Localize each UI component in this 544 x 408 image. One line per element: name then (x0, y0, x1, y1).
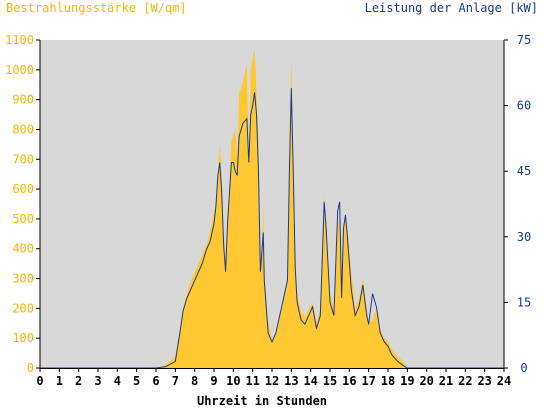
x-tick-label: 15 (323, 374, 337, 388)
left-tick-label: 400 (12, 242, 34, 256)
x-tick-label: 16 (342, 374, 356, 388)
x-tick-label: 19 (400, 374, 414, 388)
x-tick-label: 6 (152, 374, 159, 388)
x-tick-label: 20 (419, 374, 433, 388)
right-tick-label: 15 (517, 295, 531, 309)
x-tick-label: 24 (497, 374, 511, 388)
right-axis-ticks: 0 15 30 45 60 75 (504, 33, 531, 375)
right-tick-label: 45 (517, 164, 531, 178)
x-tick-label: 5 (133, 374, 140, 388)
x-tick-label: 10 (226, 374, 240, 388)
plot-area (40, 40, 504, 368)
x-tick-label: 22 (458, 374, 472, 388)
left-tick-label: 1100 (5, 33, 34, 47)
x-tick-label: 18 (381, 374, 395, 388)
x-axis-ticks: 0 1 2 3 4 5 6 7 8 9 10 11 12 13 14 15 16 17 18 19 20 21 22 23 24 (36, 368, 511, 388)
left-tick-label: 800 (12, 122, 34, 136)
left-axis-label: Bestrahlungsstärke [W/qm] (6, 1, 187, 15)
x-tick-label: 8 (191, 374, 198, 388)
left-tick-label: 500 (12, 212, 34, 226)
x-tick-label: 23 (477, 374, 491, 388)
left-tick-label: 200 (12, 301, 34, 315)
x-tick-label: 9 (210, 374, 217, 388)
x-tick-label: 12 (265, 374, 279, 388)
left-tick-label: 0 (27, 361, 34, 375)
x-axis-label: Uhrzeit in Stunden (197, 394, 327, 408)
right-tick-label: 60 (517, 99, 531, 113)
x-tick-label: 21 (439, 374, 453, 388)
right-tick-label: 30 (517, 230, 531, 244)
right-axis-label: Leistung der Anlage [kW] (365, 1, 538, 15)
x-tick-label: 4 (114, 374, 121, 388)
power-line (40, 88, 504, 369)
x-tick-label: 14 (303, 374, 317, 388)
x-tick-label: 17 (361, 374, 375, 388)
left-tick-label: 1000 (5, 63, 34, 77)
right-tick-label: 75 (517, 33, 531, 47)
x-tick-label: 1 (56, 374, 63, 388)
left-tick-label: 100 (12, 331, 34, 345)
left-tick-label: 600 (12, 182, 34, 196)
right-tick-label: 0 (520, 361, 527, 375)
left-tick-label: 900 (12, 93, 34, 107)
left-axis-ticks: 0 100 200 300 400 500 600 700 800 900 1000 1100 (5, 33, 40, 375)
x-tick-label: 7 (172, 374, 179, 388)
left-tick-label: 700 (12, 152, 34, 166)
left-tick-label: 300 (12, 272, 34, 286)
x-tick-label: 11 (245, 374, 259, 388)
x-tick-label: 2 (75, 374, 82, 388)
x-tick-label: 3 (94, 374, 101, 388)
x-tick-label: 13 (284, 374, 298, 388)
x-tick-label: 0 (36, 374, 43, 388)
